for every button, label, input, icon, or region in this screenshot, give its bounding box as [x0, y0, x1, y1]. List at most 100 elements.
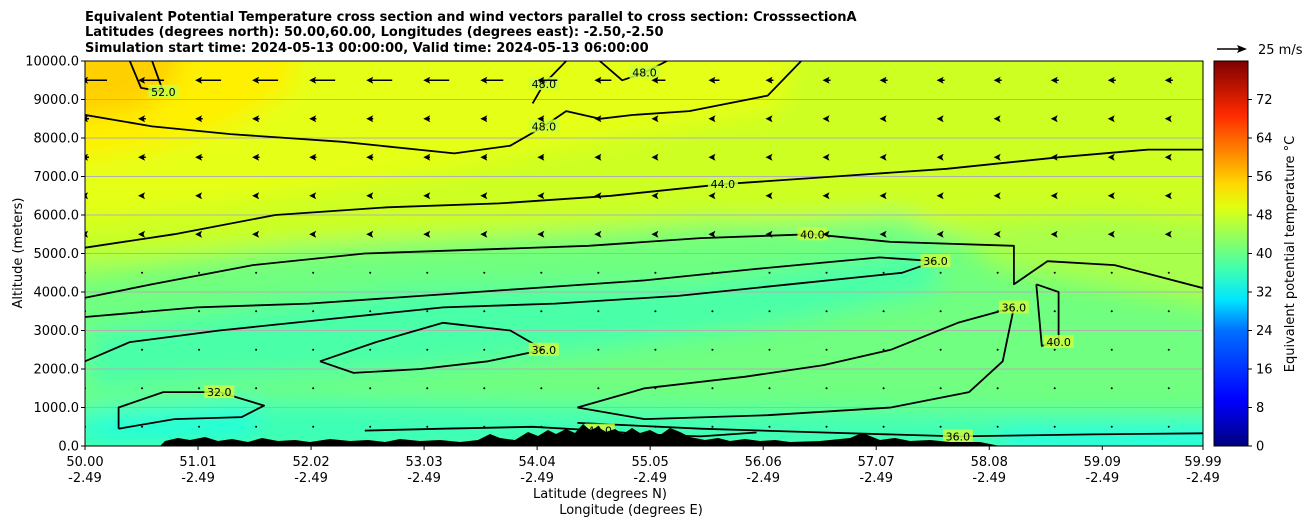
contour-label: 44.0	[711, 178, 736, 191]
contour-label: 40.0	[800, 228, 825, 241]
wind-vector-head	[651, 153, 659, 161]
y-tick-label: 10000.0	[25, 55, 79, 70]
wind-vector	[654, 387, 657, 390]
wind-vector-head	[252, 192, 260, 200]
wind-vector-head	[423, 153, 431, 161]
wind-vector	[312, 271, 315, 274]
terrain	[160, 424, 1000, 446]
wind-vector-head	[537, 230, 545, 238]
wind-vector	[312, 310, 315, 313]
contour-line	[117, 391, 265, 430]
x-tick-label-lon: -2.49	[1085, 471, 1119, 486]
wind-vector-head	[993, 76, 1001, 84]
y-axis-label: Altitude (meters)	[11, 198, 26, 309]
wind-vector	[996, 425, 999, 428]
x-tick-label-lon: -2.49	[972, 471, 1006, 486]
wind-vector	[1167, 271, 1170, 274]
wind-vector-head	[936, 230, 944, 238]
wind-vector-head	[195, 115, 203, 123]
wind-vector	[939, 387, 942, 390]
x-tick-label-lon: -2.49	[181, 471, 215, 486]
wind-vector-head	[594, 153, 602, 161]
wind-vector-head	[138, 115, 146, 123]
wind-vector-head	[708, 153, 716, 161]
wind-vector-head	[936, 76, 944, 84]
wind-vector	[198, 310, 201, 313]
wind-vector	[483, 310, 486, 313]
wind-vector-head	[138, 230, 146, 238]
wind-vector	[1053, 348, 1056, 351]
wind-vector	[369, 271, 372, 274]
wind-vector-head	[138, 153, 146, 161]
wind-vector	[768, 425, 771, 428]
wind-vector-head	[879, 230, 887, 238]
wind-vector	[825, 271, 828, 274]
wind-vector-head	[195, 153, 203, 161]
y-tick-label: 1000.0	[34, 401, 80, 416]
x-axis-label-longitude: Longitude (degrees E)	[559, 503, 703, 518]
wind-vector	[882, 271, 885, 274]
wind-vector-head	[822, 192, 830, 200]
wind-vector	[141, 271, 144, 274]
wind-vector	[654, 310, 657, 313]
wind-vector-head	[708, 230, 716, 238]
wind-vector	[255, 310, 258, 313]
x-tick-label-lat: 50.00	[66, 455, 103, 470]
x-tick-label-lat: 53.03	[405, 455, 442, 470]
wind-vector	[1110, 348, 1113, 351]
colorbar-tick-label: 32	[1256, 286, 1273, 301]
wind-vector	[312, 348, 315, 351]
wind-vector-head	[879, 76, 887, 84]
colorbar-tick-label: 24	[1256, 324, 1273, 339]
wind-vector-head	[1050, 153, 1058, 161]
wind-vector-head	[423, 76, 431, 84]
y-tick-label: 4000.0	[34, 286, 80, 301]
wind-vector	[939, 310, 942, 313]
contour-label: 40.0	[1046, 336, 1071, 349]
wind-vector	[426, 271, 429, 274]
wind-vector-head	[480, 76, 488, 84]
wind-vector-head	[366, 153, 374, 161]
wind-vector-head	[537, 115, 545, 123]
wind-vector	[654, 348, 657, 351]
x-tick-label-lat: 59.09	[1084, 455, 1121, 470]
wind-vector-head	[423, 230, 431, 238]
wind-vector	[141, 425, 144, 428]
colorbar-tick-label: 64	[1256, 132, 1273, 147]
wind-vector	[369, 310, 372, 313]
wind-vector-head	[822, 115, 830, 123]
wind-vector-head	[366, 76, 374, 84]
wind-vector	[825, 310, 828, 313]
wind-vector	[1053, 310, 1056, 313]
wind-vector	[825, 348, 828, 351]
quiver-key-label: 25 m/s	[1258, 43, 1303, 58]
wind-vector	[825, 425, 828, 428]
wind-vector	[711, 310, 714, 313]
gridlines	[85, 99, 1203, 408]
wind-vector-head	[85, 115, 88, 123]
wind-vector-head	[537, 153, 545, 161]
wind-vector-head	[651, 76, 659, 84]
wind-vector	[996, 271, 999, 274]
wind-vector-head	[1050, 115, 1058, 123]
wind-vector	[597, 310, 600, 313]
wind-vector-head	[594, 115, 602, 123]
wind-vector	[1110, 271, 1113, 274]
x-tick-label-lat: 56.06	[745, 455, 782, 470]
wind-vector-head	[651, 115, 659, 123]
contour-line	[85, 233, 1203, 299]
colorbar-tick-label: 16	[1256, 363, 1273, 378]
wind-vector	[312, 425, 315, 428]
wind-vector-head	[1164, 115, 1172, 123]
wind-vector-head	[1107, 192, 1115, 200]
wind-vector	[540, 310, 543, 313]
wind-vector	[369, 387, 372, 390]
chart-title-line-1: Equivalent Potential Temperature cross s…	[85, 10, 857, 25]
wind-vector-head	[366, 230, 374, 238]
wind-vector-head	[423, 192, 431, 200]
wind-vector-head	[993, 115, 1001, 123]
wind-vector	[483, 348, 486, 351]
wind-vector-head	[480, 115, 488, 123]
contour-label: 48.0	[632, 67, 657, 80]
wind-vector-head	[708, 115, 716, 123]
